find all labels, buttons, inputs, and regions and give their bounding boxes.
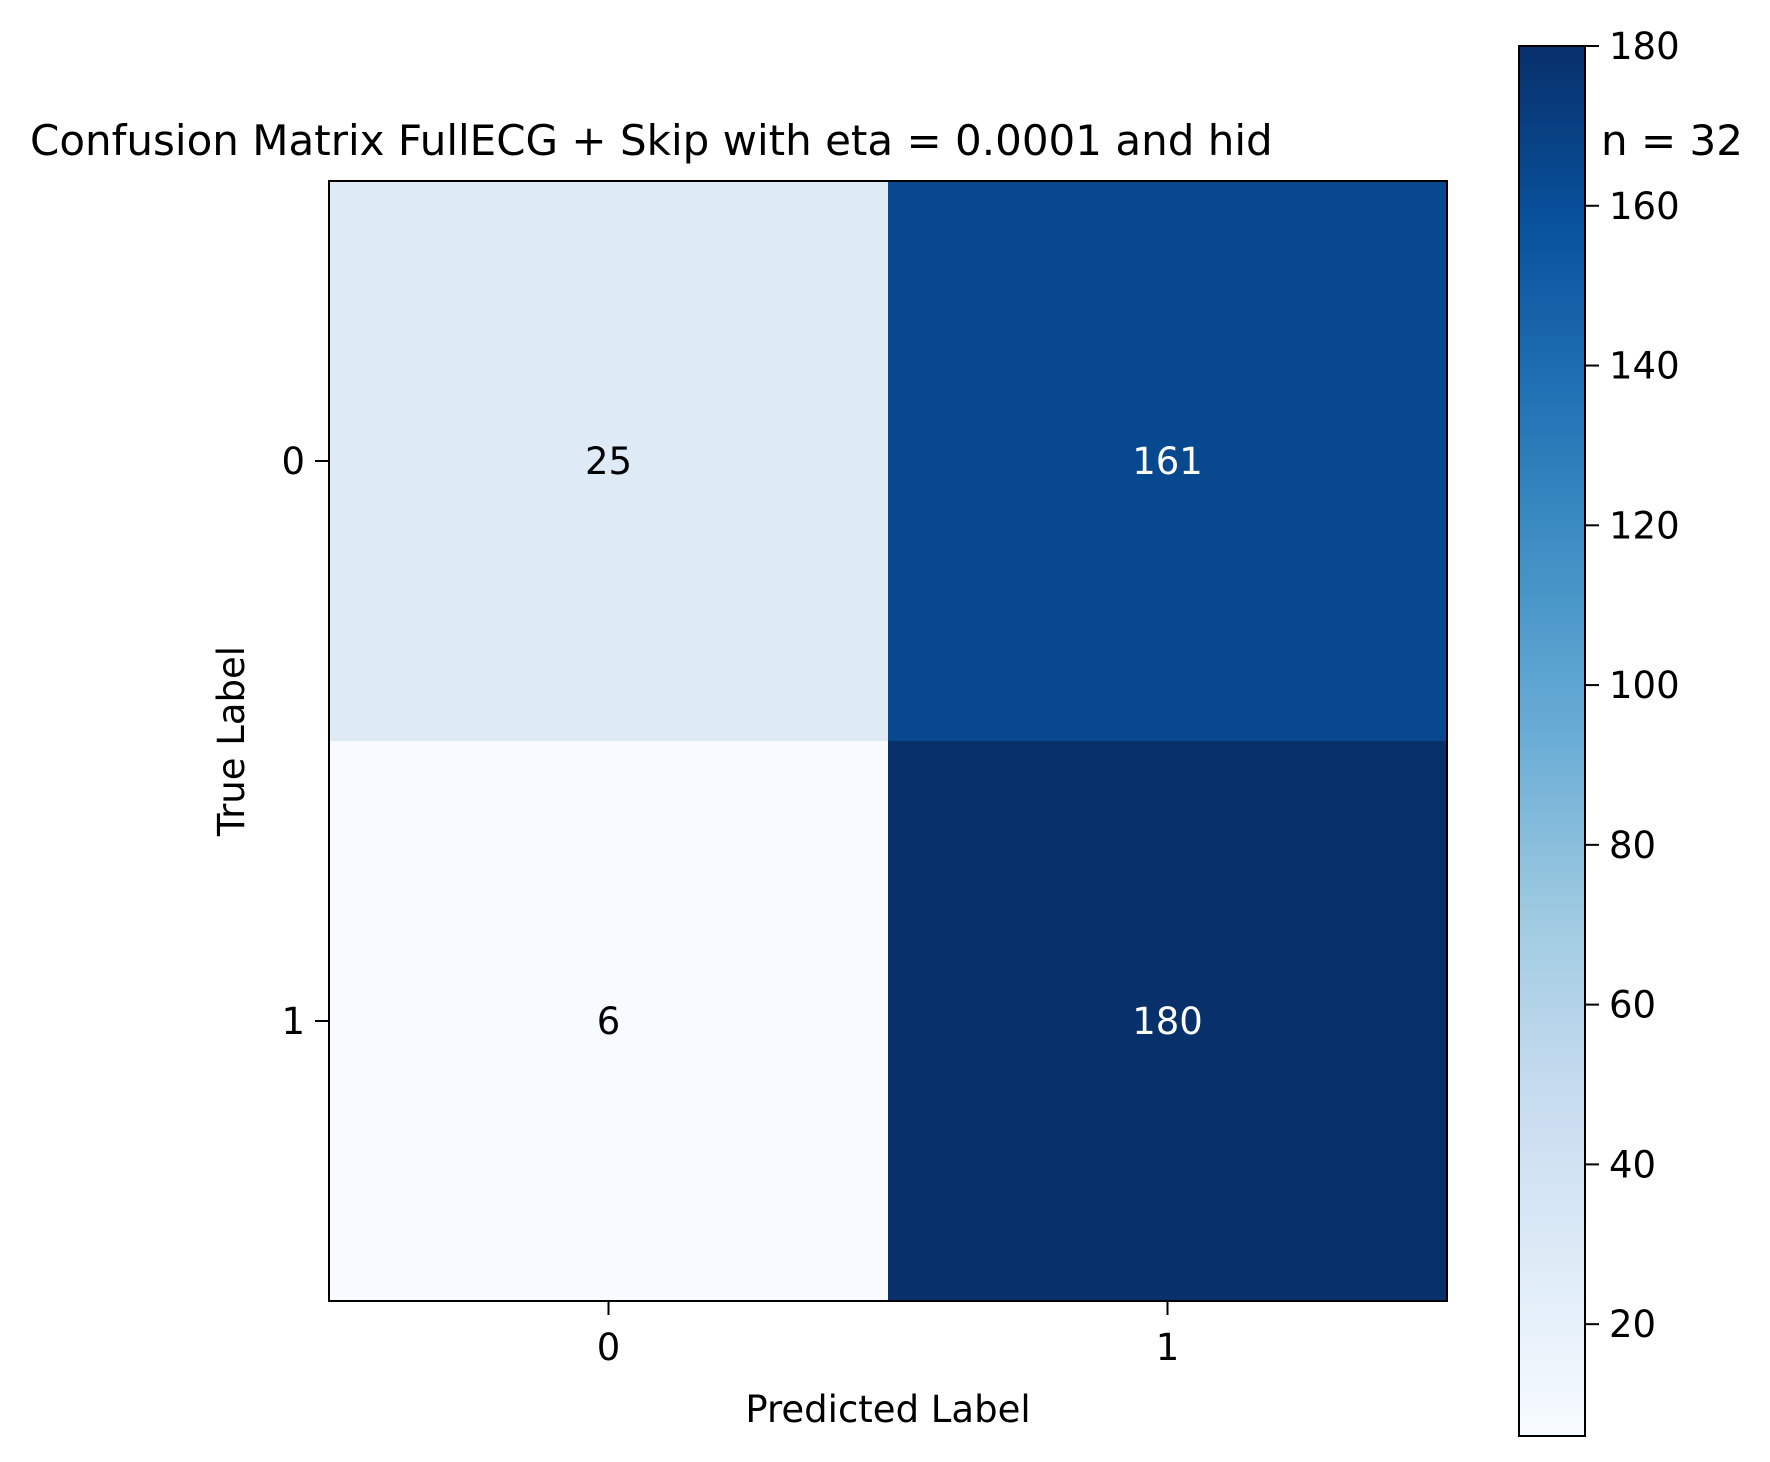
colorbar-ticks: 20 40 60 80 100 120 140 160 180	[1585, 25, 1680, 1346]
chart-title: Confusion Matrix FullECG + Skip with eta…	[30, 116, 1273, 165]
colorbar-tick-label-80: 80	[1609, 824, 1656, 867]
y-axis-label: True Label	[210, 646, 253, 837]
colorbar-tick-label-60: 60	[1609, 984, 1656, 1027]
colorbar-tick-label-40: 40	[1609, 1143, 1656, 1186]
colorbar-tick-label-100: 100	[1609, 664, 1680, 707]
heatmap-cells	[329, 181, 1447, 1301]
colorbar-tick-label-140: 140	[1609, 345, 1680, 388]
y-tick-label-1: 1	[281, 1000, 305, 1043]
heatmap-cell-labels: 25 161 6 180	[585, 440, 1203, 1043]
x-tick-label-1: 1	[1156, 1326, 1180, 1369]
x-tick-label-0: 0	[597, 1326, 621, 1369]
colorbar	[1518, 45, 1586, 1437]
plot-frame	[328, 180, 1448, 1302]
heatmap-cell-0-1	[888, 181, 1447, 741]
heatmap-cell-0-0	[329, 181, 888, 741]
cell-value-1-1: 180	[1132, 1000, 1203, 1043]
x-axis-label: Predicted Label	[745, 1388, 1030, 1431]
colorbar-tick-label-180: 180	[1609, 25, 1680, 68]
heatmap-cell-1-1	[888, 741, 1447, 1301]
colorbar-tick-label-20: 20	[1609, 1303, 1656, 1346]
chart-title-tail: n = 32	[1601, 116, 1743, 165]
colorbar-tick-label-120: 120	[1609, 504, 1680, 547]
y-axis-ticks: 01	[281, 440, 329, 1043]
cell-value-0-0: 25	[585, 440, 632, 483]
cell-value-1-0: 6	[597, 1000, 621, 1043]
heatmap-cell-1-0	[329, 741, 888, 1301]
colorbar-tick-label-160: 160	[1609, 185, 1680, 228]
cell-value-0-1: 161	[1132, 440, 1203, 483]
y-tick-label-0: 0	[281, 440, 305, 483]
